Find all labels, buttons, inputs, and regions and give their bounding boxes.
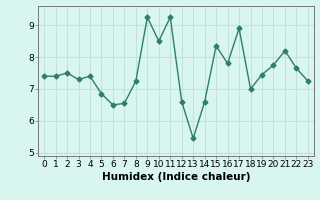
X-axis label: Humidex (Indice chaleur): Humidex (Indice chaleur) xyxy=(102,172,250,182)
